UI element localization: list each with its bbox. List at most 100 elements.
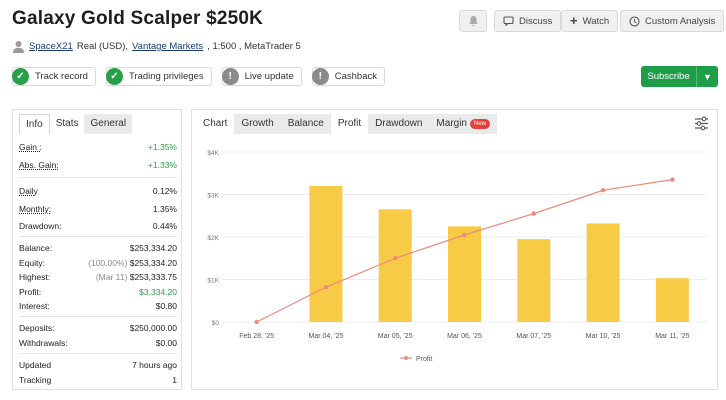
- stats-panel: Info Stats General Gain : +1.35% Abs. Ga…: [12, 109, 182, 390]
- check-icon: ✓: [105, 68, 123, 85]
- x-tick-label: Mar 07, '25: [516, 333, 551, 340]
- tab-info[interactable]: Info: [19, 114, 50, 134]
- discuss-label: Discuss: [519, 15, 553, 27]
- page-title: Galaxy Gold Scalper $250K: [12, 8, 264, 29]
- legend-marker: [404, 356, 408, 360]
- bar: [378, 209, 412, 322]
- stat-label: Equity:: [19, 258, 45, 268]
- stat-deposits: Deposits: $250,000.00: [19, 323, 177, 333]
- stat-value: $3,334.20: [139, 287, 177, 297]
- broker-link[interactable]: Vantage Markets: [132, 41, 204, 52]
- divider: [696, 66, 697, 87]
- tab-growth[interactable]: Growth: [234, 114, 281, 134]
- stat-note: (Mar 11): [95, 272, 128, 282]
- stat-updated: Updated 7 hours ago: [19, 360, 177, 370]
- stat-gain: Gain : +1.35%: [19, 142, 177, 152]
- user-avatar-icon: [13, 41, 24, 53]
- line-point: [600, 188, 606, 193]
- badge-cashback[interactable]: ! Cashback: [311, 67, 385, 86]
- tab-stats[interactable]: Stats: [55, 118, 79, 129]
- chart-tabs: Chart Growth Balance Profit Drawdown Mar…: [196, 114, 498, 134]
- x-tick-label: Mar 11, '25: [655, 333, 689, 340]
- x-tick-label: Mar 05, '25: [378, 333, 413, 340]
- bar: [517, 239, 551, 322]
- stat-value: $0.80: [155, 301, 177, 311]
- chevron-down-icon[interactable]: ▼: [703, 71, 712, 82]
- subscribe-label: Subscribe: [647, 71, 690, 82]
- stat-label: Abs. Gain:: [19, 160, 59, 170]
- line-point: [323, 284, 329, 290]
- stat-value: 1.35%: [152, 204, 177, 214]
- plus-icon: +: [570, 13, 578, 28]
- stat-value: 0.12%: [152, 186, 177, 196]
- badge-label: Track record: [35, 71, 88, 82]
- line-point: [254, 319, 259, 325]
- custom-analysis-button[interactable]: Custom Analysis: [620, 10, 725, 32]
- badge-label: Live update: [244, 71, 294, 82]
- stat-value: $0.00: [155, 338, 177, 348]
- clock-icon: [629, 15, 640, 27]
- stat-label: Daily: [19, 186, 38, 196]
- bar: [309, 186, 343, 322]
- user-link[interactable]: SpaceX21: [29, 41, 73, 52]
- badge-label: Trading privileges: [128, 71, 204, 82]
- bell-icon: [468, 16, 478, 27]
- y-tick-label: $4K: [207, 150, 219, 157]
- stat-balance: Balance: $253,334.20: [19, 243, 177, 253]
- sliders-icon[interactable]: [694, 116, 709, 131]
- stat-withdrawals: Withdrawals: $0.00: [19, 338, 177, 348]
- tab-balance[interactable]: Balance: [280, 114, 331, 134]
- stat-label: Tracking: [19, 375, 52, 385]
- bar: [655, 278, 689, 322]
- stat-profit: Profit: $3,334.20: [19, 287, 177, 297]
- badge-trading-privileges[interactable]: ✓ Trading privileges: [105, 67, 212, 86]
- line-point: [393, 256, 398, 261]
- stat-value: $253,333.75: [129, 272, 177, 282]
- stat-abs-gain: Abs. Gain: +1.33%: [19, 160, 177, 170]
- discuss-button[interactable]: Discuss: [494, 10, 562, 32]
- divider: [19, 316, 177, 317]
- tab-margin-label: Margin: [436, 118, 467, 129]
- stat-equity: Equity: (100.00%) $253,334.20: [19, 258, 177, 268]
- profit-chart: $4K $3K $2K $1K $0 Feb 28, '25 Mar 04, '25 Mar …: [207, 150, 707, 363]
- badge-live-update[interactable]: ! Live update: [221, 67, 302, 86]
- chat-icon: [503, 16, 514, 26]
- tab-profit[interactable]: Profit: [330, 114, 369, 134]
- stat-label: Monthly:: [19, 204, 52, 214]
- stat-note: (100.00%): [88, 258, 128, 268]
- y-tick-label: $0: [212, 320, 220, 327]
- x-tick-label: Mar 06, '25: [447, 333, 482, 340]
- notify-button[interactable]: [459, 10, 487, 32]
- stat-value: 7 hours ago: [132, 360, 177, 370]
- account-type: Real (USD),: [76, 41, 129, 52]
- tab-general[interactable]: General: [84, 114, 133, 134]
- stat-highest: Highest: (Mar 11) $253,333.75: [19, 272, 177, 282]
- account-details: , 1:500 , MetaTrader 5: [207, 41, 301, 52]
- tab-drawdown[interactable]: Drawdown: [368, 114, 430, 134]
- stat-monthly: Monthly: 1.35%: [19, 204, 177, 214]
- tab-margin[interactable]: Margin New: [429, 114, 498, 134]
- watch-label: Watch: [582, 15, 610, 27]
- stat-value: $253,334.20: [129, 243, 177, 253]
- check-icon: ✓: [12, 68, 29, 85]
- stat-label: Gain :: [19, 142, 42, 152]
- stat-value: +1.35%: [147, 142, 177, 152]
- y-tick-label: $1K: [207, 278, 219, 285]
- subscribe-button[interactable]: Subscribe ▼: [641, 66, 718, 87]
- legend-label: Profit: [416, 356, 432, 363]
- badge-label: Cashback: [334, 71, 377, 82]
- stat-label: Deposits:: [19, 323, 55, 333]
- stat-value: $253,334.20: [129, 258, 177, 268]
- watch-button[interactable]: + Watch: [561, 10, 619, 32]
- tab-chart[interactable]: Chart: [196, 114, 235, 134]
- stat-label: Balance:: [19, 243, 53, 253]
- line-point: [531, 211, 536, 216]
- badge-track-record[interactable]: ✓ Track record: [12, 67, 96, 86]
- stat-label: Withdrawals:: [19, 338, 68, 348]
- line-point: [462, 232, 467, 238]
- stat-interest: Interest: $0.80: [19, 301, 177, 311]
- divider: [19, 236, 177, 237]
- stat-drawdown: Drawdown: 0.44%: [19, 221, 177, 231]
- exclamation-icon: !: [311, 68, 329, 85]
- stat-label: Interest:: [19, 301, 50, 311]
